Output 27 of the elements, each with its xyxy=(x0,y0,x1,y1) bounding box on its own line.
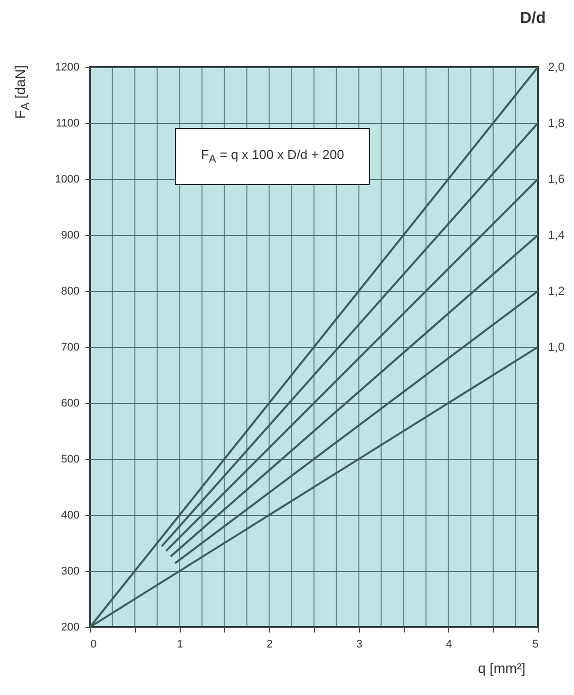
x-tick-label: 0 xyxy=(90,638,97,650)
series-label: 1,8 xyxy=(548,116,566,130)
annotation: F$_{A}$ = q x 100 x D/d + 200 xyxy=(200,147,344,166)
x-tick-label: 1 xyxy=(177,638,184,650)
x-tick-label: 4 xyxy=(446,638,452,650)
y-tick-label: 200 xyxy=(61,622,80,634)
y-tick-label: 800 xyxy=(61,286,80,298)
x-tick-label: 2 xyxy=(266,638,273,650)
legend-title: D/d xyxy=(520,10,546,28)
series-label: 1,6 xyxy=(548,172,566,186)
y-tick-label: 600 xyxy=(61,398,80,410)
y-tick-label: 400 xyxy=(61,510,80,522)
series-label: 1,2 xyxy=(548,284,566,298)
y-tick-label: 1000 xyxy=(55,174,80,186)
y-tick-label: 300 xyxy=(61,566,80,578)
y-tick-label: 1100 xyxy=(56,118,80,130)
series-label: 1,0 xyxy=(548,340,566,354)
y-tick-label: 900 xyxy=(61,230,80,242)
series-label: 1,4 xyxy=(548,228,566,242)
x-tick-label: 3 xyxy=(356,638,362,650)
y-tick-label: 700 xyxy=(61,342,80,354)
x-axis-title: q [mm²] xyxy=(478,660,526,676)
series-label: 2,0 xyxy=(548,60,566,74)
y-tick-label: 500 xyxy=(61,454,80,466)
x-tick-label: 5 xyxy=(532,638,538,650)
y-tick-label: 1200 xyxy=(55,62,80,74)
text-box: F$_{A}$ = q x 100 x D/d + 200 xyxy=(175,128,370,185)
